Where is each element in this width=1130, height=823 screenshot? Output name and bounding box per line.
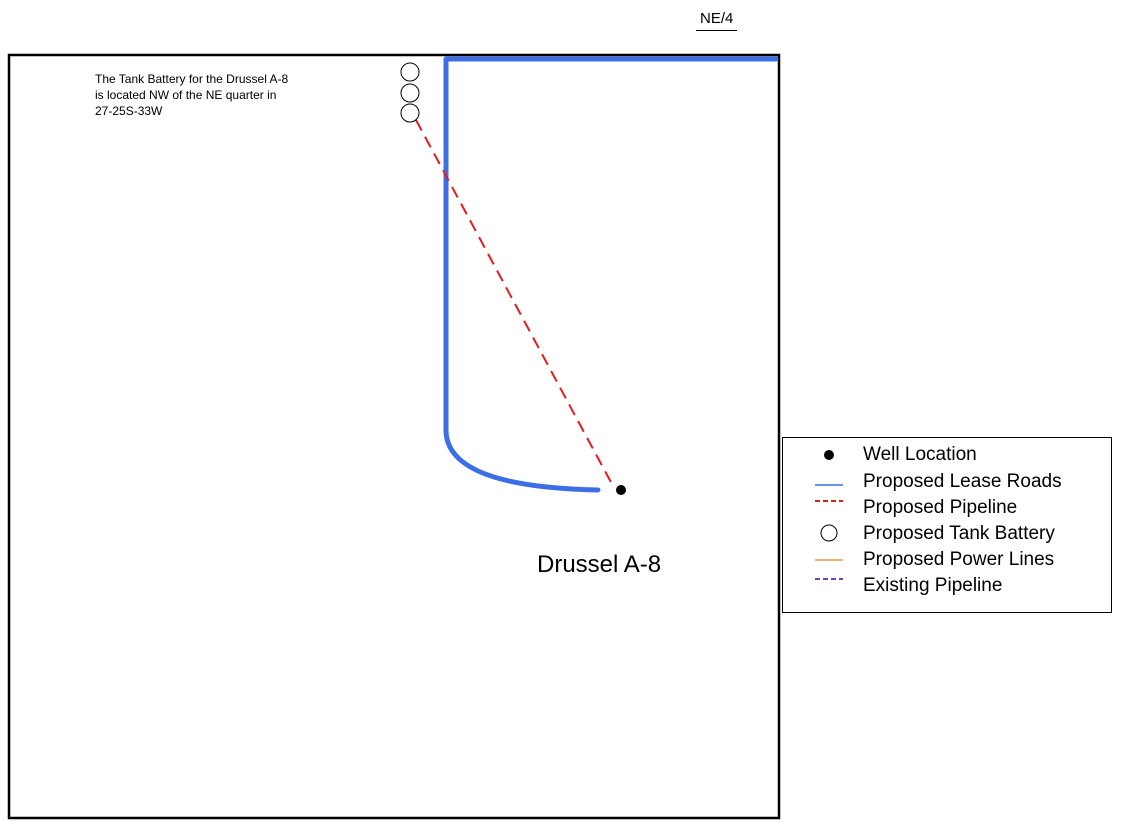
well-location-dot (616, 485, 626, 495)
legend-label: Existing Pipeline (863, 575, 1003, 596)
legend-item-lease-roads: Proposed Lease Roads (783, 470, 1111, 494)
note-line: is located NW of the NE quarter in (95, 88, 277, 102)
proposed-pipeline (415, 119, 614, 487)
legend: Well Location Proposed Lease Roads Propo… (782, 437, 1112, 613)
tank-battery-note: The Tank Battery for the Drussel A-8 is … (95, 71, 395, 119)
legend-item-well-location: Well Location (783, 443, 1111, 467)
legend-label: Proposed Power Lines (863, 549, 1055, 570)
legend-item-power-lines: Proposed Power Lines (783, 548, 1111, 572)
legend-item-existing-pipeline: Existing Pipeline (783, 574, 1111, 598)
orange-line-icon (815, 559, 843, 561)
red-dash-icon (815, 500, 843, 502)
legend-item-pipeline: Proposed Pipeline (783, 496, 1111, 520)
well-name-label: Drussel A-8 (537, 551, 662, 578)
circle-icon (820, 524, 838, 542)
legend-label: Proposed Pipeline (863, 497, 1018, 518)
purple-dash-icon (815, 578, 843, 580)
quarter-label: NE/4 (696, 10, 738, 31)
dot-icon (824, 450, 834, 460)
legend-label: Proposed Tank Battery (863, 523, 1055, 544)
tank-battery-circle-2 (400, 83, 420, 103)
legend-item-tank-battery: Proposed Tank Battery (783, 522, 1111, 546)
note-line: The Tank Battery for the Drussel A-8 (95, 72, 289, 86)
tank-battery-circle-3 (400, 103, 420, 123)
blue-line-icon (815, 484, 843, 486)
quarter-section-boundary (7, 53, 781, 820)
note-line: 27-25S-33W (95, 104, 163, 118)
legend-label: Well Location (863, 444, 977, 465)
legend-label: Proposed Lease Roads (863, 471, 1062, 492)
tank-battery-circle-1 (400, 62, 420, 82)
proposed-lease-road (443, 56, 779, 493)
